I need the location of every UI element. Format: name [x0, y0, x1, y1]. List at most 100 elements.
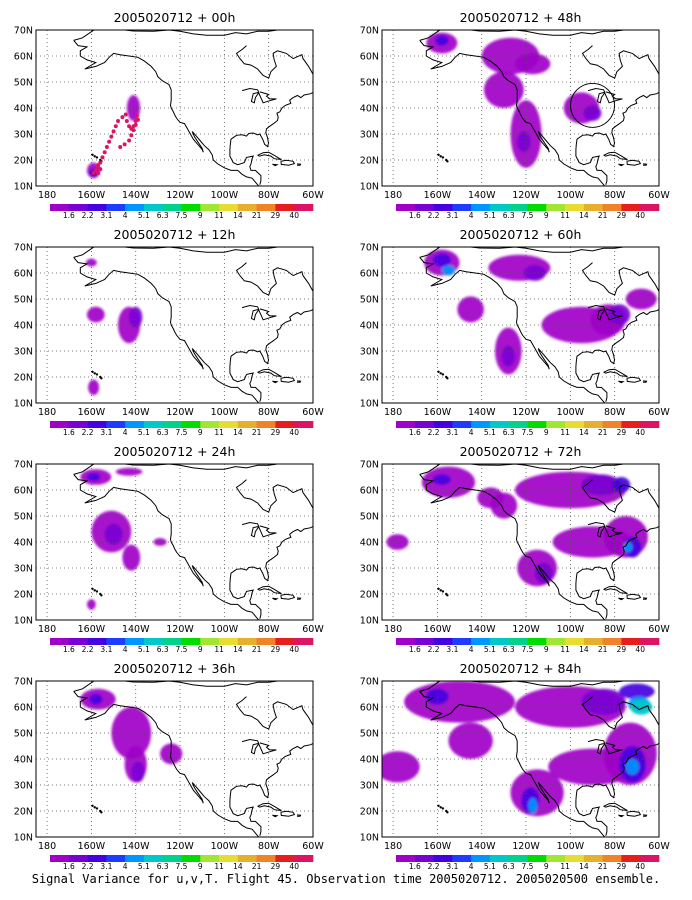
colorbar-label: 11 — [214, 645, 224, 654]
map-area — [382, 464, 659, 620]
flight-track-point — [96, 171, 101, 175]
coastline — [575, 308, 659, 402]
colorbar-swatch — [433, 855, 453, 862]
colorbar-label: 5.1 — [138, 211, 150, 220]
lon-tick-label: 100W — [211, 407, 239, 418]
lat-tick-label: 30N — [14, 347, 33, 358]
lon-tick-label: 80W — [604, 407, 626, 418]
lat-tick-label: 60N — [360, 269, 379, 280]
lon-tick-label: 120W — [512, 407, 540, 418]
lon-tick-label: 160W — [78, 841, 106, 852]
lon-tick-label: 140W — [468, 624, 496, 635]
lat-tick-label: 40N — [360, 321, 379, 332]
colorbar-swatch — [200, 204, 220, 211]
colorbar-label: 11 — [214, 211, 224, 220]
colorbar-label: 11 — [214, 428, 224, 437]
colorbar-label: 3.1 — [446, 645, 458, 654]
variance-region — [386, 534, 409, 550]
lat-tick-label: 60N — [14, 52, 33, 63]
colorbar-label: 21 — [252, 645, 262, 654]
lat-tick-label: 70N — [14, 26, 33, 37]
coastline — [419, 40, 606, 186]
lat-tick-label: 10N — [360, 182, 379, 193]
colorbar-label: 1.6 — [63, 428, 75, 437]
lon-tick-label: 160W — [424, 190, 452, 201]
figure-caption: Signal Variance for u,v,T. Flight 45. Ob… — [31, 872, 661, 886]
coastline — [241, 738, 277, 755]
variance-shading — [80, 467, 167, 610]
coastline — [575, 525, 659, 619]
colorbar-label: 3.1 — [100, 428, 112, 437]
coastline — [419, 257, 606, 403]
colorbar-label: 6.3 — [157, 862, 169, 871]
lat-tick-label: 20N — [14, 590, 33, 601]
colorbar-swatch — [640, 638, 660, 645]
panel-title: 2005020712 + 48h — [460, 10, 582, 25]
colorbar-label: 21 — [252, 211, 262, 220]
colorbar-swatch — [87, 204, 107, 211]
coastline — [587, 87, 623, 104]
flight-track-point — [124, 119, 129, 123]
map-svg: 2005020712 + 00h 70N 60N 50N 40N 30N 20N 10N 180… — [14, 10, 325, 220]
lon-tick-label: 100W — [211, 624, 239, 635]
lon-tick-label: 100W — [211, 190, 239, 201]
lon-tick-label: 60W — [302, 841, 324, 852]
lat-tick-label: 20N — [360, 156, 379, 167]
colorbar-label: 9 — [198, 211, 203, 220]
coastline — [626, 376, 642, 383]
lon-tick-label: 60W — [648, 841, 670, 852]
flight-track-point — [134, 113, 139, 118]
coastline — [626, 593, 642, 600]
colorbar-label: 9 — [544, 645, 549, 654]
colorbar-swatch — [433, 204, 453, 211]
lon-tick-label: 60W — [648, 190, 670, 201]
lon-tick-label: 180 — [38, 624, 56, 635]
map-area — [36, 464, 313, 620]
lat-tick-label: 30N — [14, 781, 33, 792]
colorbar-swatch — [414, 204, 434, 211]
colorbar-swatch — [396, 855, 416, 862]
coastline — [618, 163, 625, 167]
map-frame — [35, 680, 314, 838]
colorbar-swatch — [546, 638, 566, 645]
coastline — [280, 159, 296, 166]
colorbar-label: 1.6 — [409, 211, 421, 220]
flight-track-point — [98, 167, 103, 172]
map-panel-p12: 2005020712 + 12h 70N 60N 50N 40N 30N 20N 10N 180… — [0, 217, 346, 437]
colorbar-swatch — [181, 855, 201, 862]
colorbar-label: 21 — [598, 428, 608, 437]
lat-tick-label: 70N — [360, 460, 379, 471]
panel-title: 2005020712 + 72h — [460, 444, 582, 459]
colorbar-swatch — [527, 855, 547, 862]
map-svg: 2005020712 + 72h 70N 60N 50N 40N 30N 20N 10N 180… — [360, 444, 671, 654]
colorbar-label: 1.6 — [63, 211, 75, 220]
coastline — [575, 91, 659, 185]
map-panel-p24: 2005020712 + 24h 70N 60N 50N 40N 30N 20N 10N 180… — [0, 434, 346, 654]
map-frame — [381, 680, 660, 838]
colorbar-label: 3.1 — [446, 428, 458, 437]
colorbar-label: 40 — [635, 211, 645, 220]
variance-region — [129, 306, 143, 328]
coastline — [419, 30, 624, 41]
colorbar-label: 11 — [560, 645, 570, 654]
hawaii-island — [439, 155, 442, 158]
lon-tick-label: 160W — [78, 190, 106, 201]
lon-tick-label: 100W — [211, 841, 239, 852]
lat-tick-label: 10N — [14, 616, 33, 627]
coastline — [272, 380, 279, 384]
coastline — [419, 681, 624, 692]
coastline — [235, 479, 313, 513]
coastline — [73, 40, 260, 186]
colorbar-swatch — [162, 204, 182, 211]
map-frame — [381, 29, 660, 187]
lon-tick-label: 80W — [258, 190, 280, 201]
lat-tick-label: 30N — [14, 130, 33, 141]
lat-tick-label: 50N — [360, 512, 379, 523]
colorbar-label: 7.5 — [522, 428, 534, 437]
variance-region — [517, 131, 531, 153]
colorbar-label: 40 — [289, 211, 299, 220]
coastline — [581, 696, 659, 730]
lat-tick-label: 70N — [360, 677, 379, 688]
colorbar-swatch — [219, 638, 239, 645]
lat-tick-label: 40N — [14, 538, 33, 549]
